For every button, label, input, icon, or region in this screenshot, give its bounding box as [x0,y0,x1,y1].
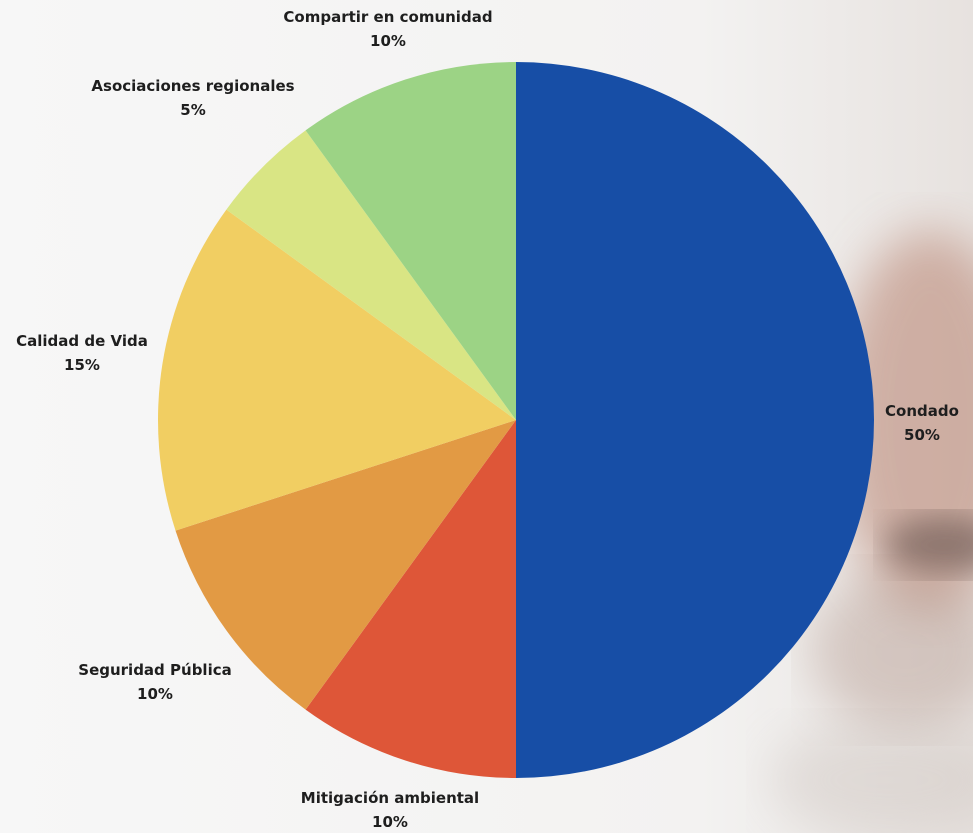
slice-label: Calidad de Vida [16,332,148,350]
pie-slice [158,209,516,531]
slice-label: Compartir en comunidad [283,8,492,26]
slice-percent-label: 10% [370,32,406,50]
slice-label: Mitigación ambiental [301,789,479,807]
slice-label: Seguridad Pública [78,661,231,679]
slice-percent-label: 50% [904,426,940,444]
pie-slice [516,62,874,778]
pie-slice [226,130,516,420]
pie-slice [305,62,516,420]
slice-label: Asociaciones regionales [91,77,294,95]
pie-slice [305,420,516,778]
pie-slice [175,420,516,710]
pie-slices [158,62,874,778]
slice-percent-label: 15% [64,356,100,374]
pie-labels: Condado 50% Mitigación ambiental 10% Segurid… [16,8,959,831]
slice-percent-label: 10% [137,685,173,703]
slice-label: Condado [885,402,959,420]
slice-percent-label: 10% [372,813,408,831]
slice-percent-label: 5% [180,101,205,119]
